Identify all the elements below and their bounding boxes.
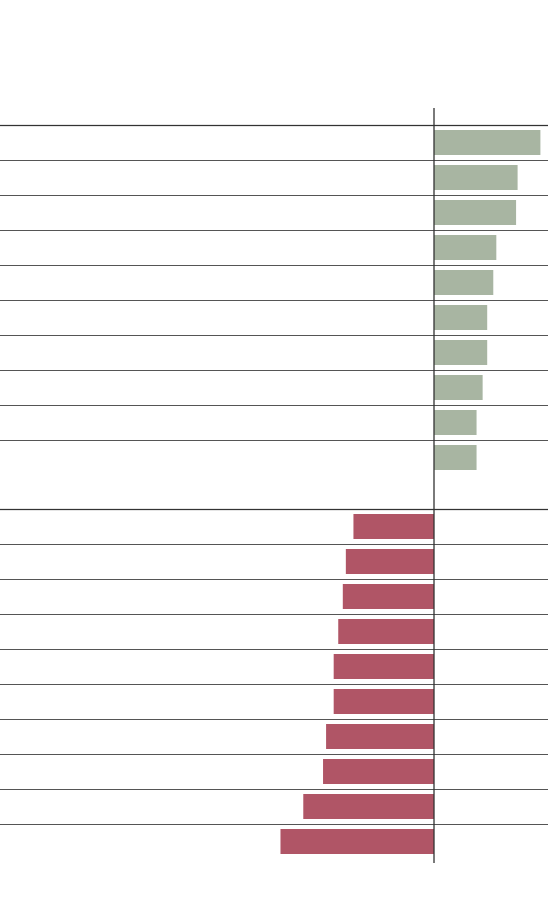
gain-bar-3 xyxy=(434,200,517,225)
loss-bar-1 xyxy=(353,514,434,539)
row-separators xyxy=(0,124,548,825)
loss-bar-8 xyxy=(323,759,434,784)
gain-bar-9 xyxy=(434,410,477,435)
gain-bar-7 xyxy=(434,340,488,365)
gain-bar-4 xyxy=(434,235,497,260)
loss-bar-10 xyxy=(280,829,434,854)
gain-bar-6 xyxy=(434,305,488,330)
gain-bar-10 xyxy=(434,445,477,470)
loss-bar-4 xyxy=(338,619,434,644)
loss-bar-6 xyxy=(333,689,434,714)
loss-bar-2 xyxy=(345,549,434,574)
bars xyxy=(280,130,541,854)
loss-bar-3 xyxy=(342,584,434,609)
loss-bar-5 xyxy=(333,654,434,679)
gain-bar-1 xyxy=(434,130,541,155)
gain-bar-8 xyxy=(434,375,483,400)
gain-bar-5 xyxy=(434,270,494,295)
gain-bar-2 xyxy=(434,165,518,190)
loss-bar-7 xyxy=(326,724,434,749)
loss-bar-9 xyxy=(303,794,434,819)
